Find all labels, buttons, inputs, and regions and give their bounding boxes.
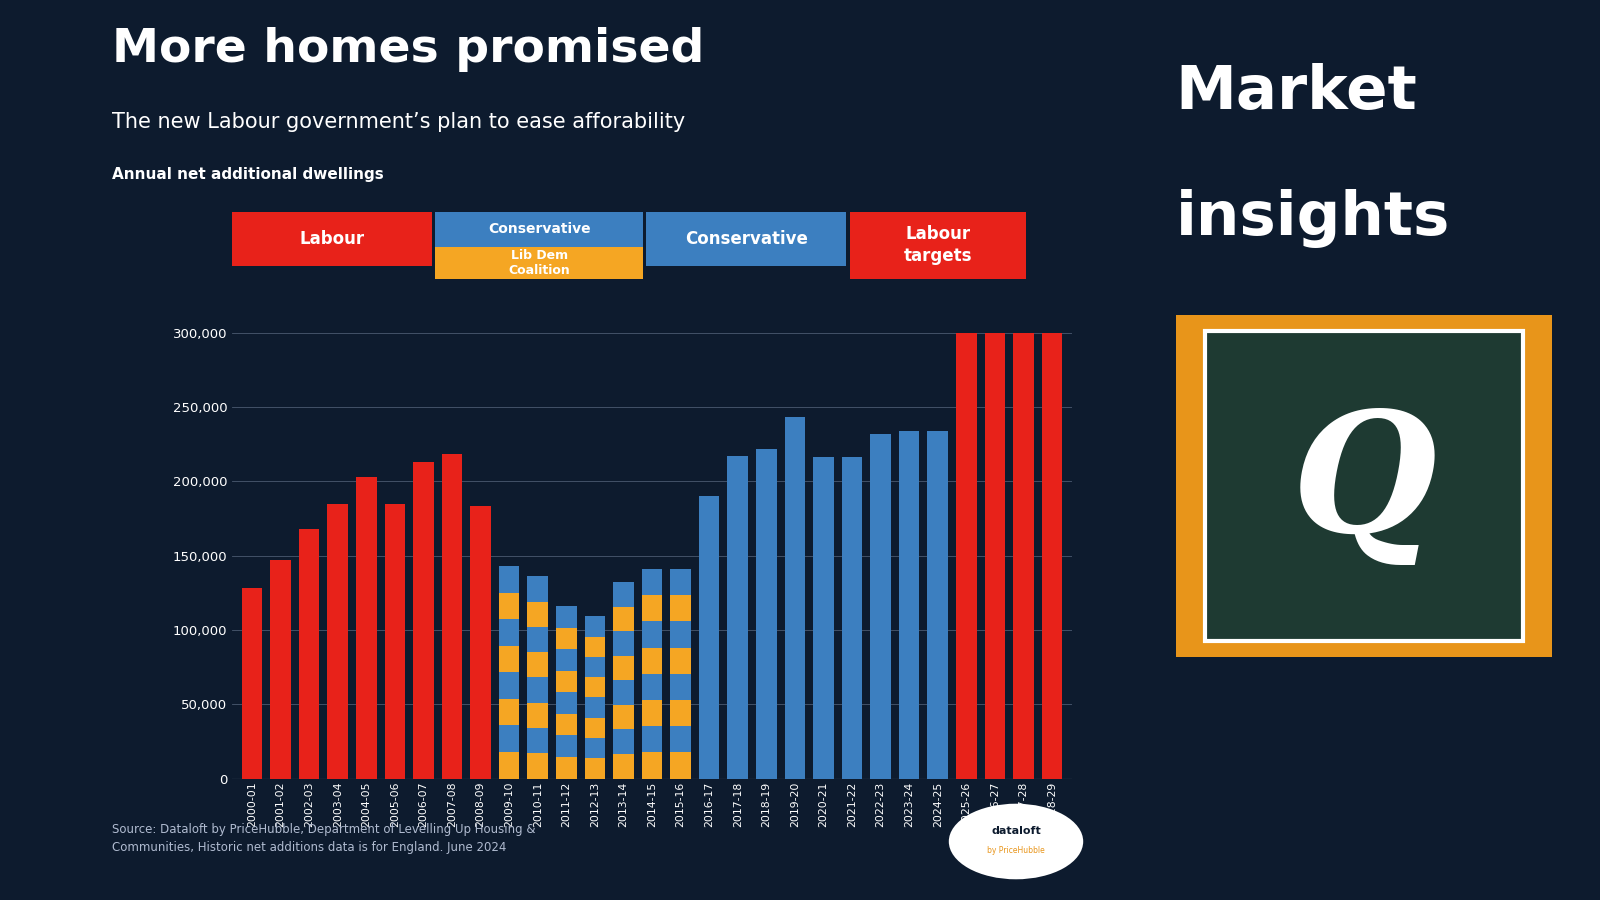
Bar <box>584 738 605 758</box>
Bar <box>584 698 605 717</box>
Bar <box>528 703 547 728</box>
Bar <box>557 670 576 692</box>
Bar <box>670 752 691 778</box>
Text: The new Labour government’s plan to ease afforability: The new Labour government’s plan to ease… <box>112 112 685 132</box>
Bar <box>528 678 547 703</box>
Bar <box>957 333 976 778</box>
Bar <box>670 621 691 647</box>
Bar <box>499 645 520 672</box>
Bar <box>670 595 691 621</box>
Text: by PriceHubble: by PriceHubble <box>987 846 1045 855</box>
Bar <box>642 621 662 647</box>
Text: from: from <box>1176 315 1338 374</box>
Bar <box>642 700 662 726</box>
Bar <box>613 656 634 680</box>
Text: insights: insights <box>1176 189 1450 248</box>
Bar <box>1013 333 1034 778</box>
Bar <box>984 333 1005 778</box>
Text: More homes promised: More homes promised <box>112 27 704 72</box>
Bar <box>557 627 576 649</box>
Bar <box>528 627 547 652</box>
Bar <box>299 529 320 778</box>
Bar <box>899 431 920 778</box>
Bar <box>557 692 576 714</box>
Bar <box>613 754 634 778</box>
Bar <box>642 569 662 595</box>
Bar <box>384 503 405 778</box>
Bar <box>784 418 805 778</box>
Bar <box>613 632 634 656</box>
Bar <box>642 647 662 674</box>
Text: Labour: Labour <box>299 230 365 248</box>
Text: Conservative: Conservative <box>685 230 808 248</box>
Bar <box>728 456 749 778</box>
Bar <box>499 725 520 752</box>
Bar <box>528 601 547 627</box>
Text: Labour
targets: Labour targets <box>904 225 971 266</box>
Bar <box>499 752 520 778</box>
Bar <box>584 758 605 778</box>
Text: Q: Q <box>1291 405 1437 567</box>
Bar <box>557 649 576 670</box>
Bar <box>642 674 662 700</box>
Bar <box>499 566 520 592</box>
Bar <box>670 726 691 752</box>
Text: Annual net additional dwellings: Annual net additional dwellings <box>112 166 384 182</box>
Bar <box>584 636 605 657</box>
Bar <box>470 507 491 778</box>
Text: Market: Market <box>1176 63 1418 122</box>
Bar <box>584 677 605 698</box>
Bar <box>613 729 634 754</box>
Bar <box>499 619 520 645</box>
Text: Source: Dataloft by PriceHubble, Department of Levelling Up Housing &
Communitie: Source: Dataloft by PriceHubble, Departm… <box>112 824 536 854</box>
Text: dataloft: dataloft <box>990 825 1042 836</box>
Bar <box>557 735 576 757</box>
Bar <box>270 560 291 778</box>
Bar <box>413 462 434 778</box>
Bar <box>499 672 520 698</box>
Bar <box>557 714 576 735</box>
Bar <box>613 607 634 632</box>
Bar <box>557 757 576 778</box>
Bar <box>328 503 347 778</box>
Bar <box>528 728 547 753</box>
Bar <box>842 457 862 778</box>
Bar <box>613 582 634 607</box>
Bar <box>670 674 691 700</box>
Bar <box>928 431 947 778</box>
Bar <box>584 616 605 636</box>
Bar <box>613 680 634 705</box>
Text: Lib Dem
Coalition: Lib Dem Coalition <box>509 249 570 277</box>
Bar <box>757 448 776 778</box>
Bar <box>642 752 662 778</box>
Bar <box>355 477 376 778</box>
Bar <box>528 576 547 601</box>
Bar <box>670 569 691 595</box>
Bar <box>642 595 662 621</box>
Bar <box>813 457 834 778</box>
Bar <box>642 726 662 752</box>
Bar <box>670 647 691 674</box>
Bar <box>528 753 547 778</box>
Bar <box>557 606 576 627</box>
Bar <box>499 698 520 725</box>
Bar <box>584 717 605 738</box>
Bar <box>584 657 605 677</box>
Bar <box>613 705 634 729</box>
Bar <box>442 454 462 778</box>
Text: Conservative: Conservative <box>488 221 590 236</box>
Bar <box>670 700 691 726</box>
Bar <box>499 592 520 619</box>
Bar <box>242 589 262 778</box>
Bar <box>1042 333 1062 778</box>
Bar <box>528 652 547 678</box>
Bar <box>870 434 891 778</box>
Bar <box>699 496 720 778</box>
